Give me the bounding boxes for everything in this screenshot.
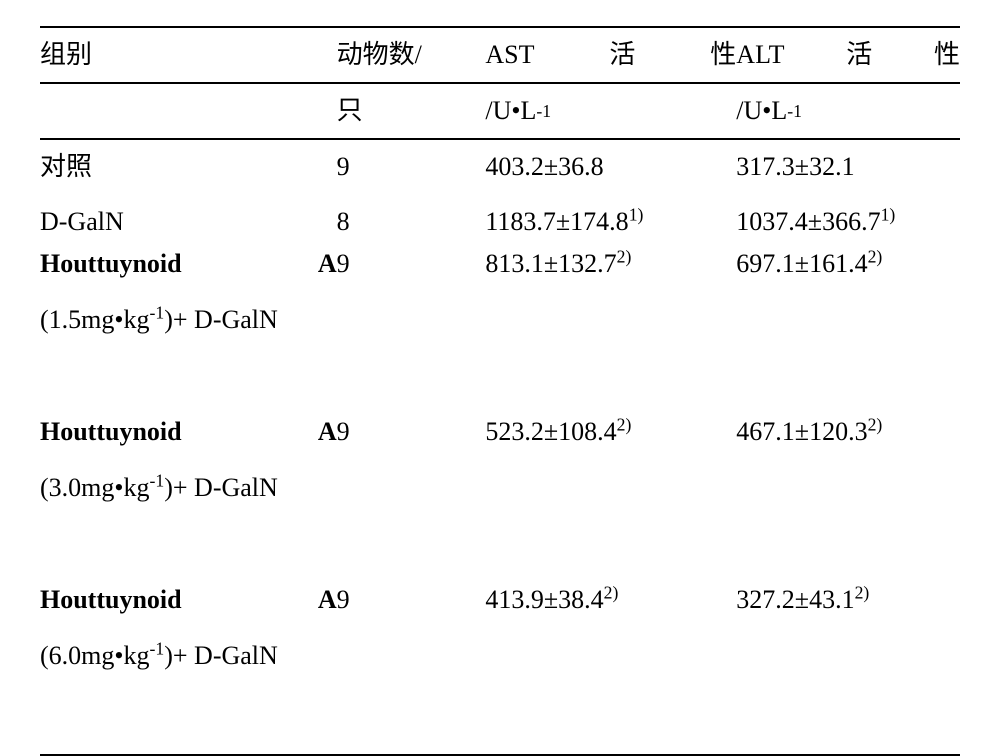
table-row: HouttuynoidA (1.5mg•kg-1)+ D-GalN 9 813.…	[40, 251, 960, 419]
cell-alt: 1037.4±366.71)	[736, 195, 960, 251]
header-n-line1: 动物数/	[337, 28, 486, 82]
cell-alt: 697.1±161.42)	[736, 251, 960, 419]
cell-ast: 1183.7±174.81)	[485, 195, 736, 251]
page: 组别 动物数/ AST 活 性 ALT 活 性 只 /U•L-1 /U•L-1 …	[0, 0, 1000, 735]
header-ast-line2: /U•L-1	[485, 84, 736, 138]
cell-alt: 467.1±120.32)	[736, 419, 960, 587]
data-table: 组别 动物数/ AST 活 性 ALT 活 性 只 /U•L-1 /U•L-1 …	[40, 26, 960, 756]
table-row: HouttuynoidA (3.0mg•kg-1)+ D-GalN 9 523.…	[40, 419, 960, 587]
header-alt-line1: ALT 活 性	[736, 28, 960, 82]
cell-group: D-GalN	[40, 195, 337, 251]
cell-group: 对照	[40, 139, 337, 195]
table-row: 对照 9 403.2±36.8 317.3±32.1	[40, 139, 960, 195]
table-header: 组别 动物数/ AST 活 性 ALT 活 性 只 /U•L-1 /U•L-1	[40, 27, 960, 139]
cell-n: 8	[337, 195, 486, 251]
cell-n: 9	[337, 587, 486, 755]
header-ast-line1: AST 活 性	[485, 28, 736, 82]
header-n-line2: 只	[337, 84, 486, 138]
table-body: 对照 9 403.2±36.8 317.3±32.1 D-GalN 8 1183…	[40, 139, 960, 755]
cell-alt: 327.2±43.12)	[736, 587, 960, 755]
table-row: D-GalN 8 1183.7±174.81) 1037.4±366.71)	[40, 195, 960, 251]
header-group-line1: 组别	[40, 28, 337, 82]
cell-ast: 523.2±108.42)	[485, 419, 736, 587]
cell-n: 9	[337, 251, 486, 419]
cell-ast: 403.2±36.8	[485, 139, 736, 195]
cell-group: HouttuynoidA (1.5mg•kg-1)+ D-GalN	[40, 251, 337, 419]
cell-group: HouttuynoidA (3.0mg•kg-1)+ D-GalN	[40, 419, 337, 587]
table-row: HouttuynoidA (6.0mg•kg-1)+ D-GalN 9 413.…	[40, 587, 960, 755]
cell-n: 9	[337, 139, 486, 195]
cell-ast: 813.1±132.72)	[485, 251, 736, 419]
cell-group: HouttuynoidA (6.0mg•kg-1)+ D-GalN	[40, 587, 337, 755]
header-alt-line2: /U•L-1	[736, 84, 960, 138]
cell-ast: 413.9±38.42)	[485, 587, 736, 755]
cell-n: 9	[337, 419, 486, 587]
cell-alt: 317.3±32.1	[736, 139, 960, 195]
